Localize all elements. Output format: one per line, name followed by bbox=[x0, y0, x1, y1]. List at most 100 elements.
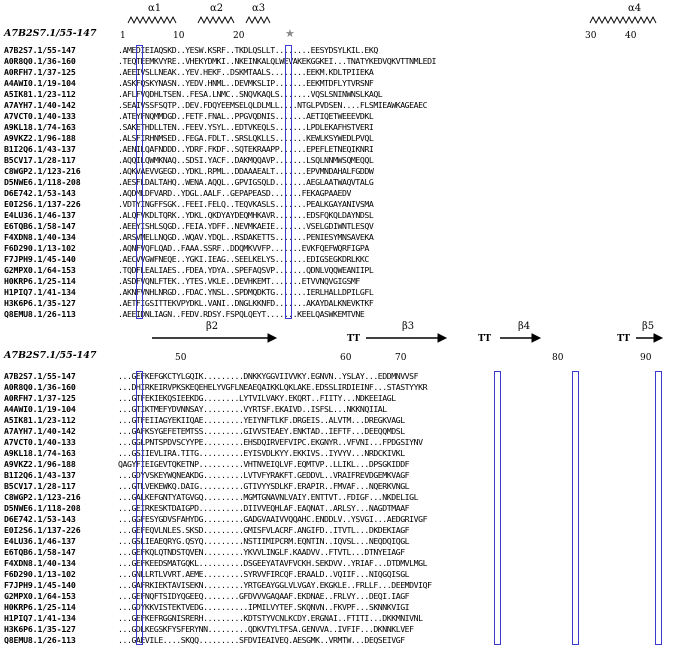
sequence-residues: ...GTFEKIEKQSIEEKDG........LYTVILVAKY.EK… bbox=[118, 393, 396, 403]
sequence-residues: ...GEFKQLQTNDSTQVEN.........YKVVLINGLF.K… bbox=[118, 547, 405, 557]
sequence-residues: .AQNFVQFLQAD..FAAA.SSRF..DDQMKVVFP......… bbox=[118, 243, 369, 253]
sequence-residues: ...GDYVSKEYWQNEAKDG.........LVTVFYRAKFT.… bbox=[118, 470, 410, 480]
turn-label: TT bbox=[347, 334, 361, 344]
sequence-id: E0I2S6.1/137-226 bbox=[4, 199, 81, 209]
sequence-residues: ...GAFRKIEKTAVISEKN.........YRTGEAYGGLVL… bbox=[118, 580, 432, 590]
ruler-tick-50: 50 bbox=[175, 353, 187, 363]
alignment-block-1: α1 α2 α3 α4 ★ A7B2S7.1/55-147 1 10 20 30… bbox=[0, 0, 685, 319]
sequence-residues: .AQQILQWMKNAQ..SDSI.YACF..DAKMQQAVP.....… bbox=[118, 155, 374, 165]
conserved-column-frame bbox=[572, 371, 579, 645]
ruler-tick-60: 60 bbox=[340, 353, 352, 363]
sequence-id: E6TQB6.1/58-147 bbox=[4, 547, 76, 557]
ruler-tick-1: 1 bbox=[120, 31, 126, 41]
sequence-residues: .ALQFVKDLTQRK..YDKL.QKDYAYDEQMHKAVR.....… bbox=[118, 210, 374, 220]
helix-alpha2-label: α2 bbox=[210, 3, 224, 14]
strand-beta3-label: β3 bbox=[402, 321, 415, 332]
sequence-residues: .AEEYISHLSQGD..FEIA.YDFF..NEVMKAEIE.....… bbox=[118, 221, 374, 231]
helix-alpha4-coil bbox=[589, 15, 657, 25]
sequence-id: F6D290.1/13-102 bbox=[4, 569, 76, 579]
sequence-residues: ...GEFKEFRGGNISRERH.........KDTSTYVCNLKC… bbox=[118, 613, 423, 623]
sequence-id: A7VCT0.1/40-133 bbox=[4, 111, 76, 121]
sequence-residues: ...GTLVEKEWKQ.DAIG..........GTIVYYSDLKF.… bbox=[118, 481, 410, 491]
ruler-tick-80: 80 bbox=[552, 353, 564, 363]
sequence-id: D6E742.1/53-143 bbox=[4, 514, 76, 524]
sequence-id: C8WGP2.1/123-216 bbox=[4, 492, 81, 502]
sequence-id: C8WGP2.1/123-216 bbox=[4, 166, 81, 176]
sequence-residues: ...DHIRKEIRVPKSKEQEHELYVGFLNEAEQAIKKLQKL… bbox=[118, 382, 428, 392]
sequence-id: A9KL18.1/74-163 bbox=[4, 122, 76, 132]
strand-beta3-head bbox=[437, 333, 448, 343]
sequence-id: A7AYH7.1/40-142 bbox=[4, 100, 76, 110]
sequence-id: H0KRP6.1/25-114 bbox=[4, 276, 76, 286]
helix-alpha3-label: α3 bbox=[252, 3, 266, 14]
secondary-structure-track-2: β2 β3 β4 β5 TT TT TT bbox=[0, 322, 685, 382]
sequence-id: E6TQB6.1/58-147 bbox=[4, 221, 76, 231]
sequence-id: A5IK81.1/23-112 bbox=[4, 415, 76, 425]
alignment-block-2: β2 β3 β4 β5 TT TT TT A7B2S7.1/55-147 50 … bbox=[0, 322, 685, 663]
sequence-id: A0RFH7.1/37-125 bbox=[4, 393, 76, 403]
sequence-residues: .ASKFQSKYNASN..YEDV.HNML..DEVMKSLIP.....… bbox=[118, 78, 374, 88]
sequence-id: A0R8Q0.1/36-160 bbox=[4, 56, 76, 66]
sequence-residues: ...GALKEFGNTYATGVGQ.........MGMTGNAVNLVA… bbox=[118, 492, 419, 502]
strand-beta4-label: β4 bbox=[518, 321, 531, 332]
sequence-id: B5CV17.1/28-117 bbox=[4, 155, 76, 165]
sequence-residues: ...GEFEQVLNLES.SKSD.........GMISFVLACRF.… bbox=[118, 525, 410, 535]
sequence-id: D5NWE6.1/118-208 bbox=[4, 503, 81, 513]
sequence-id: A9VKZ2.1/96-188 bbox=[4, 459, 76, 469]
strand-beta2-head bbox=[267, 333, 278, 343]
sequence-id: H1PIQ7.1/41-134 bbox=[4, 613, 76, 623]
sequence-id: B1I2Q6.1/43-137 bbox=[4, 144, 76, 154]
sequence-residues: .AEEIDNLIAGN..FEDV.RDSY.FSPQLQEYT.......… bbox=[118, 309, 365, 319]
sequence-id: H0KRP6.1/25-114 bbox=[4, 602, 76, 612]
sequence-residues: ...GNLLRTLVVRT.AEME.........SYRVVFIRCQF.… bbox=[118, 569, 410, 579]
helix-alpha2-coil bbox=[197, 15, 235, 25]
sequence-residues: ...GEFNQFTSIDYQGEEQ........GFDVVVGAQAAF.… bbox=[118, 591, 410, 601]
sequence-residues: .SAKETHDLLTEN..FEEV.YSYL..EDTVKEQLS.....… bbox=[118, 122, 374, 132]
conserved-column-frame bbox=[494, 371, 501, 645]
sequence-id: D5NWE6.1/118-208 bbox=[4, 177, 81, 187]
turn-label: TT bbox=[617, 334, 631, 344]
ruler-tick-20: 20 bbox=[233, 31, 245, 41]
sequence-id: G2MPX0.1/64-153 bbox=[4, 591, 76, 601]
reference-label: A7B2S7.1/55-147 bbox=[4, 28, 97, 39]
sequence-residues: .AFLFVQDHLTSEN..FESA.LNMC..SNQVKAQLS....… bbox=[118, 89, 383, 99]
sequence-id: F7JPH9.1/45-140 bbox=[4, 580, 76, 590]
strand-track-svg bbox=[152, 333, 664, 343]
sequence-id: E4LU36.1/46-137 bbox=[4, 536, 76, 546]
sequence-residues: .ALSFIRHNMSED..FEGA.FDLT..SRSLQKLLS.....… bbox=[118, 133, 374, 143]
sequence-residues: .AESFLDALTAHQ..WENA.AQQL..GPVIGSQLD.....… bbox=[118, 177, 374, 187]
sequence-residues: .VDTYINGFFSGK..FEEI.FELQ..TEQVKASLS.....… bbox=[118, 199, 374, 209]
sequence-id: Q8EMU8.1/26-113 bbox=[4, 309, 76, 319]
sequence-id: A9KL18.1/74-163 bbox=[4, 448, 76, 458]
sequence-id: H3K6P6.1/35-127 bbox=[4, 298, 76, 308]
sequence-id: A0RFH7.1/37-125 bbox=[4, 67, 76, 77]
strand-beta5-label: β5 bbox=[642, 321, 655, 332]
helix-alpha1-label: α1 bbox=[148, 3, 162, 14]
ruler-tick-70: 70 bbox=[395, 353, 407, 363]
sequence-residues: .AQKVAEVVGEGD..YDKL.RPML..DDAAAEALT.....… bbox=[118, 166, 374, 176]
sequence-residues: ...GSIIEVLIRA.TITG..........EYISVDLKYY.E… bbox=[118, 448, 405, 458]
sequence-residues: ...GAFKSYGEFETEMTSS.........GIVVSTEAEY.E… bbox=[118, 426, 405, 436]
sequence-residues: .TEQTEEMKVYRE..VHEKYDMKI..NKEINKALQLWEVA… bbox=[118, 56, 437, 66]
helix-alpha3-coil bbox=[245, 15, 271, 25]
reference-label: A7B2S7.1/55-147 bbox=[4, 350, 97, 361]
strand-beta4-head bbox=[531, 333, 542, 343]
sequence-id: H1PIQ7.1/41-134 bbox=[4, 287, 76, 297]
sequence-id: F4XDN8.1/40-134 bbox=[4, 558, 76, 568]
sequence-residues: ...GSLIEAEQRYG.QSYQ.........NSTIIMIPCRM.… bbox=[118, 536, 410, 546]
sequence-residues: ...GTIKTMEFYDVNNSAY.........VYRTSF.EKAIV… bbox=[118, 404, 387, 414]
sequence-residues: .AQDMLDFVARD..YDGL.AALF..GEPAPEASD......… bbox=[118, 188, 351, 198]
ruler-tick-10: 10 bbox=[173, 31, 185, 41]
sequence-id: B5CV17.1/28-117 bbox=[4, 481, 76, 491]
sequence-residues: ...GDLKEGSKFYSFERYNN.........QDKVTYLTFSA… bbox=[118, 624, 414, 634]
sequence-residues: .ASDFVQNLFTEK..YTES.VKLE..DEVHKEMT......… bbox=[118, 276, 360, 286]
sequence-id: F7JPH9.1/45-140 bbox=[4, 254, 76, 264]
sequence-residues: .ARSVMELLNQGD..WQAV.YDQL..RSDAKETTS.....… bbox=[118, 232, 374, 242]
sequence-residues: ...GTFEIIAGYEKIIQAE.........YEIYNFTLKF.D… bbox=[118, 415, 405, 425]
sequence-residues: .ATEYFNQMMDGD..FETF.FNAL..PPGVQDNIS.....… bbox=[118, 111, 374, 121]
strand-beta2-label: β2 bbox=[206, 321, 219, 332]
sequence-residues: ...GEIRKESKTDAIGPD..........DIIVVEQHLAF.… bbox=[118, 503, 410, 513]
sequence-residues: ...GGLPNTSPDVSCYYPE.........EHSDQIRVEFVI… bbox=[118, 437, 423, 447]
ruler-tick-90: 90 bbox=[640, 353, 652, 363]
sequence-residues: .AETFIGSITTEKVPYDKL.VANI..DNGLKKNFD.....… bbox=[118, 298, 374, 308]
